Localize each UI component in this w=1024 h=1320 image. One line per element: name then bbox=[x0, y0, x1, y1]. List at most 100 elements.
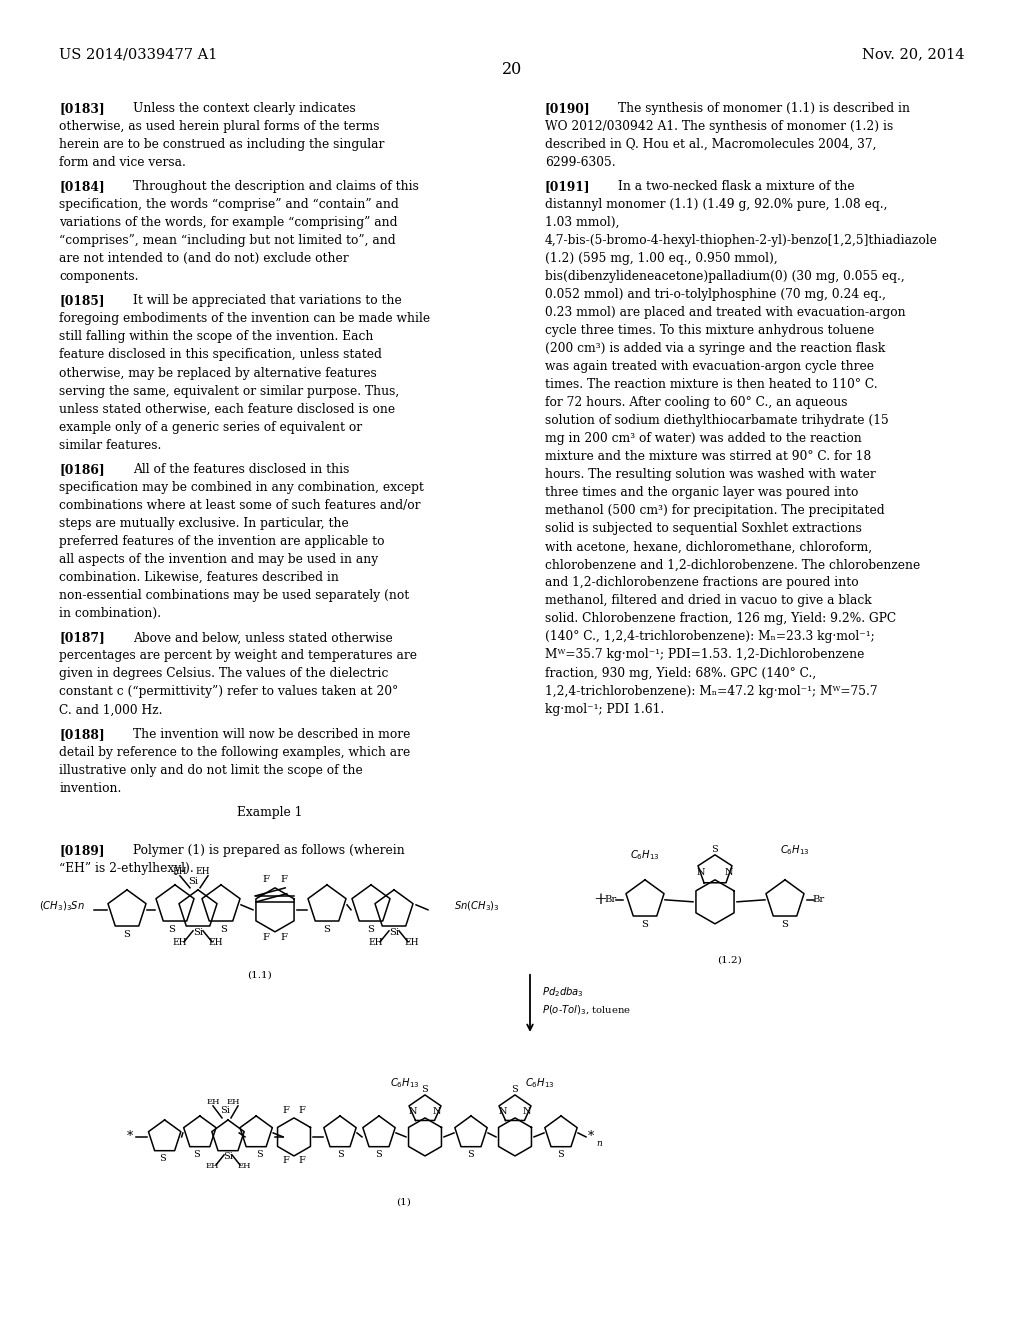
Text: The synthesis of monomer (1.1) is described in: The synthesis of monomer (1.1) is descri… bbox=[618, 102, 910, 115]
Text: S: S bbox=[194, 1151, 201, 1159]
Text: It will be appreciated that variations to the: It will be appreciated that variations t… bbox=[133, 294, 401, 308]
Polygon shape bbox=[375, 890, 413, 927]
Text: in combination).: in combination). bbox=[59, 607, 162, 620]
Polygon shape bbox=[499, 1118, 531, 1156]
Polygon shape bbox=[278, 1118, 310, 1156]
Text: EH: EH bbox=[404, 939, 419, 948]
Text: hours. The resulting solution was washed with water: hours. The resulting solution was washed… bbox=[545, 469, 876, 482]
Text: $(CH_3)_3Sn$: $(CH_3)_3Sn$ bbox=[39, 899, 85, 912]
Text: S: S bbox=[468, 1151, 474, 1159]
Text: methanol, filtered and dried in vacuo to give a black: methanol, filtered and dried in vacuo to… bbox=[545, 594, 871, 607]
Text: invention.: invention. bbox=[59, 781, 122, 795]
Text: preferred features of the invention are applicable to: preferred features of the invention are … bbox=[59, 535, 385, 548]
Polygon shape bbox=[698, 855, 732, 883]
Text: S: S bbox=[781, 920, 788, 929]
Text: 0.23 mmol) are placed and treated with evacuation-argon: 0.23 mmol) are placed and treated with e… bbox=[545, 306, 905, 319]
Text: N: N bbox=[696, 867, 706, 876]
Text: 6299-6305.: 6299-6305. bbox=[545, 156, 615, 169]
Text: otherwise, may be replaced by alternative features: otherwise, may be replaced by alternativ… bbox=[59, 367, 377, 380]
Text: are not intended to (and do not) exclude other: are not intended to (and do not) exclude… bbox=[59, 252, 349, 265]
Text: F: F bbox=[299, 1156, 305, 1166]
Text: EH: EH bbox=[196, 867, 210, 876]
Text: n: n bbox=[596, 1139, 602, 1148]
Text: chlorobenzene and 1,2-dichlorobenzene. The chlorobenzene: chlorobenzene and 1,2-dichlorobenzene. T… bbox=[545, 558, 920, 572]
Text: 0.052 mmol) and tri-o-tolylphosphine (70 mg, 0.24 eq.,: 0.052 mmol) and tri-o-tolylphosphine (70… bbox=[545, 288, 886, 301]
Text: constant c (“permittivity”) refer to values taken at 20°: constant c (“permittivity”) refer to val… bbox=[59, 685, 398, 698]
Text: herein are to be construed as including the singular: herein are to be construed as including … bbox=[59, 137, 385, 150]
Text: (200 cm³) is added via a syringe and the reaction flask: (200 cm³) is added via a syringe and the… bbox=[545, 342, 885, 355]
Text: [0185]: [0185] bbox=[59, 294, 104, 308]
Polygon shape bbox=[409, 1094, 441, 1121]
Text: given in degrees Celsius. The values of the dielectric: given in degrees Celsius. The values of … bbox=[59, 668, 389, 680]
Text: detail by reference to the following examples, which are: detail by reference to the following exa… bbox=[59, 746, 411, 759]
Text: Above and below, unless stated otherwise: Above and below, unless stated otherwise bbox=[133, 631, 393, 644]
Text: was again treated with evacuation-argon cycle three: was again treated with evacuation-argon … bbox=[545, 360, 873, 374]
Text: N: N bbox=[725, 867, 733, 876]
Text: $C_6H_{13}$: $C_6H_{13}$ bbox=[525, 1076, 555, 1090]
Text: mixture and the mixture was stirred at 90° C. for 18: mixture and the mixture was stirred at 9… bbox=[545, 450, 871, 463]
Text: EH: EH bbox=[238, 1162, 251, 1170]
Polygon shape bbox=[108, 890, 146, 927]
Text: $P(o$-$Tol)_3$, toluene: $P(o$-$Tol)_3$, toluene bbox=[542, 1003, 631, 1016]
Text: illustrative only and do not limit the scope of the: illustrative only and do not limit the s… bbox=[59, 764, 364, 776]
Text: “EH” is 2-ethylhexyl).: “EH” is 2-ethylhexyl). bbox=[59, 862, 195, 875]
Text: *: * bbox=[127, 1130, 133, 1143]
Text: (1.2): (1.2) bbox=[718, 956, 742, 965]
Text: $Sn(CH_3)_3$: $Sn(CH_3)_3$ bbox=[454, 899, 500, 912]
Text: [0190]: [0190] bbox=[545, 102, 591, 115]
Text: $C_6H_{13}$: $C_6H_{13}$ bbox=[780, 843, 810, 857]
Text: distannyl monomer (1.1) (1.49 g, 92.0% pure, 1.08 eq.,: distannyl monomer (1.1) (1.49 g, 92.0% p… bbox=[545, 198, 887, 211]
Text: solid is subjected to sequential Soxhlet extractions: solid is subjected to sequential Soxhlet… bbox=[545, 523, 861, 536]
Text: unless stated otherwise, each feature disclosed is one: unless stated otherwise, each feature di… bbox=[59, 403, 395, 416]
Text: *: * bbox=[588, 1130, 594, 1143]
Text: S: S bbox=[160, 1155, 166, 1163]
Text: otherwise, as used herein plural forms of the terms: otherwise, as used herein plural forms o… bbox=[59, 120, 380, 132]
Polygon shape bbox=[362, 1115, 395, 1147]
Text: [0186]: [0186] bbox=[59, 463, 105, 477]
Text: F: F bbox=[262, 933, 269, 942]
Text: Throughout the description and claims of this: Throughout the description and claims of… bbox=[133, 180, 419, 193]
Text: In a two-necked flask a mixture of the: In a two-necked flask a mixture of the bbox=[618, 180, 855, 193]
Text: F: F bbox=[281, 933, 288, 942]
Text: S: S bbox=[256, 1151, 262, 1159]
Text: 1,2,4-trichlorobenzene): Mₙ=47.2 kg·mol⁻¹; Mᵂ=75.7: 1,2,4-trichlorobenzene): Mₙ=47.2 kg·mol⁻… bbox=[545, 685, 878, 697]
Text: The invention will now be described in more: The invention will now be described in m… bbox=[133, 727, 411, 741]
Text: $Pd_2dba_3$: $Pd_2dba_3$ bbox=[542, 985, 584, 999]
Text: solid. Chlorobenzene fraction, 126 mg, Yield: 9.2%. GPC: solid. Chlorobenzene fraction, 126 mg, Y… bbox=[545, 612, 896, 626]
Text: S: S bbox=[642, 920, 648, 929]
Text: Nov. 20, 2014: Nov. 20, 2014 bbox=[862, 48, 965, 62]
Text: mg in 200 cm³ of water) was added to the reaction: mg in 200 cm³ of water) was added to the… bbox=[545, 432, 861, 445]
Polygon shape bbox=[179, 890, 217, 927]
Text: 20: 20 bbox=[502, 61, 522, 78]
Text: US 2014/0339477 A1: US 2014/0339477 A1 bbox=[59, 48, 218, 62]
Text: EH: EH bbox=[206, 1098, 220, 1106]
Text: percentages are percent by weight and temperatures are: percentages are percent by weight and te… bbox=[59, 649, 418, 663]
Text: EH: EH bbox=[173, 939, 187, 948]
Text: 1.03 mmol),: 1.03 mmol), bbox=[545, 216, 620, 230]
Polygon shape bbox=[352, 884, 390, 921]
Text: kg·mol⁻¹; PDI 1.61.: kg·mol⁻¹; PDI 1.61. bbox=[545, 702, 664, 715]
Polygon shape bbox=[308, 884, 346, 921]
Text: N: N bbox=[409, 1106, 417, 1115]
Text: variations of the words, for example “comprising” and: variations of the words, for example “co… bbox=[59, 216, 398, 230]
Text: Mᵂ=35.7 kg·mol⁻¹; PDI=1.53. 1,2-Dichlorobenzene: Mᵂ=35.7 kg·mol⁻¹; PDI=1.53. 1,2-Dichloro… bbox=[545, 648, 864, 661]
Text: similar features.: similar features. bbox=[59, 438, 162, 451]
Text: Si: Si bbox=[389, 928, 399, 937]
Text: specification, the words “comprise” and “contain” and: specification, the words “comprise” and … bbox=[59, 198, 399, 211]
Polygon shape bbox=[240, 1115, 272, 1147]
Polygon shape bbox=[256, 888, 294, 932]
Text: F: F bbox=[299, 1106, 305, 1115]
Text: methanol (500 cm³) for precipitation. The precipitated: methanol (500 cm³) for precipitation. Th… bbox=[545, 504, 885, 517]
Text: specification may be combined in any combination, except: specification may be combined in any com… bbox=[59, 480, 424, 494]
Text: F: F bbox=[262, 875, 269, 884]
Polygon shape bbox=[626, 880, 664, 916]
Text: Br: Br bbox=[605, 895, 617, 904]
Polygon shape bbox=[409, 1118, 441, 1156]
Text: serving the same, equivalent or similar purpose. Thus,: serving the same, equivalent or similar … bbox=[59, 384, 399, 397]
Text: Unless the context clearly indicates: Unless the context clearly indicates bbox=[133, 102, 355, 115]
Text: F: F bbox=[281, 875, 288, 884]
Text: S: S bbox=[422, 1085, 428, 1094]
Text: foregoing embodiments of the invention can be made while: foregoing embodiments of the invention c… bbox=[59, 313, 430, 326]
Text: combinations where at least some of such features and/or: combinations where at least some of such… bbox=[59, 499, 421, 512]
Text: [0188]: [0188] bbox=[59, 727, 105, 741]
